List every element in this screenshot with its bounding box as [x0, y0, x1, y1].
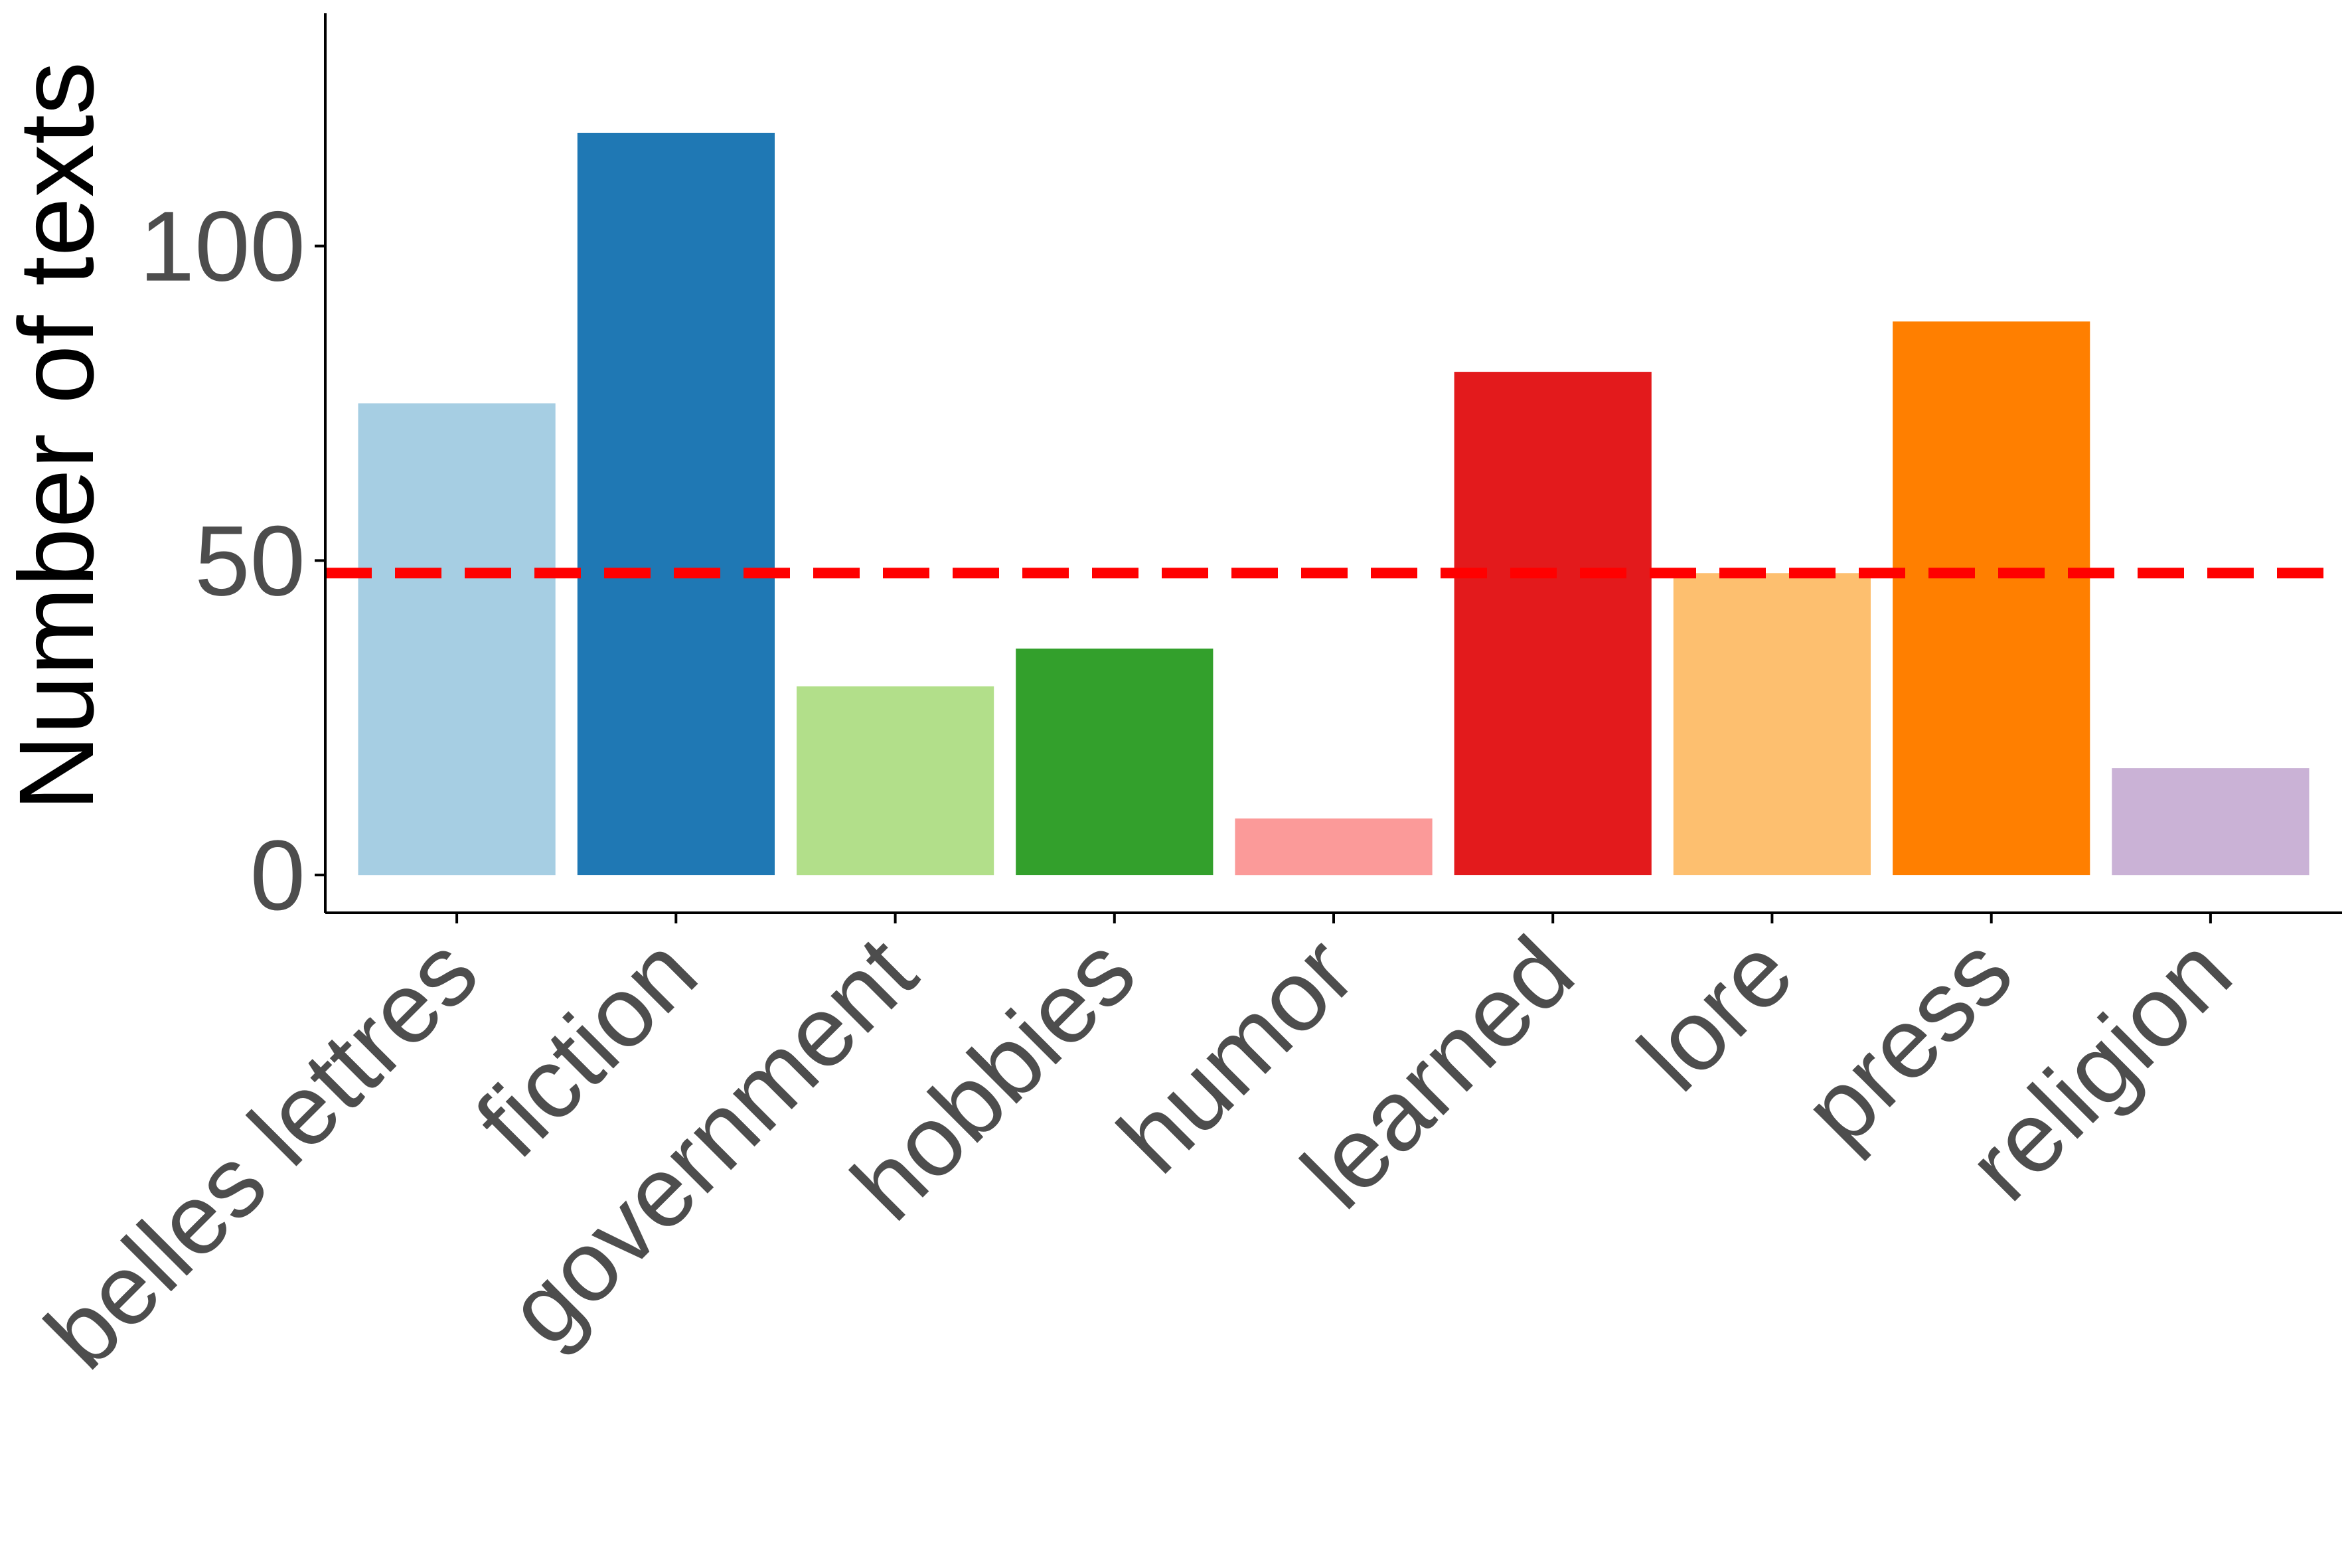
- y-tick-label: 50: [195, 505, 305, 616]
- x-tick-label-lore: lore: [1617, 915, 1814, 1112]
- bar-fiction: [577, 133, 775, 876]
- bar-learned: [1454, 372, 1652, 876]
- bar-religion: [2112, 768, 2310, 876]
- y-tick-label: 0: [250, 819, 305, 931]
- y-tick-label: 100: [139, 191, 305, 302]
- bar-hobbies: [1016, 649, 1214, 876]
- bar-press: [1893, 321, 2090, 876]
- x-tick-label-belles-lettres: belles lettres: [24, 915, 498, 1389]
- bar-belles-lettres: [358, 403, 556, 876]
- y-ticks-layer: 0 50 100: [139, 191, 325, 931]
- bar-government: [797, 686, 994, 876]
- bars-layer: [358, 133, 2310, 876]
- y-axis-title: Number of texts: [0, 62, 116, 811]
- bar-lore: [1673, 573, 1871, 876]
- x-ticks-layer: belles lettresfictiongovernmenthobbieshu…: [24, 913, 2252, 1389]
- bar-humor: [1235, 818, 1433, 876]
